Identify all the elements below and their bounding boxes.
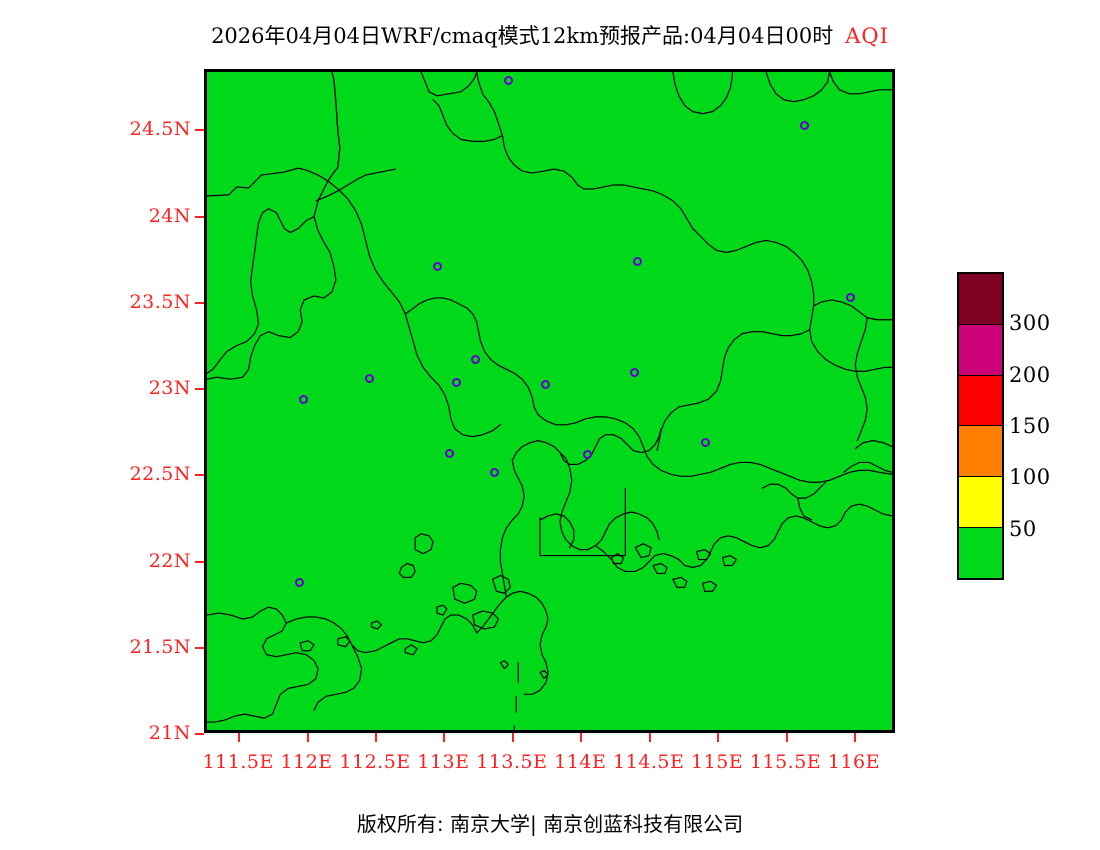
x-axis-label: 111.5E xyxy=(202,751,274,773)
x-axis-label: 114E xyxy=(554,751,607,773)
page-title: 2026年04月04日WRF/cmaq模式12km预报产品:04月04日00时 A… xyxy=(0,20,1100,50)
colorbar-band xyxy=(959,426,1002,478)
y-axis-tick xyxy=(195,733,204,735)
map-frame[interactable] xyxy=(204,69,895,733)
colorbar-tick-label: 100 xyxy=(1009,465,1051,490)
colorbar-tick-label: 150 xyxy=(1009,414,1051,438)
y-axis-label: 21.5N xyxy=(129,635,191,658)
x-axis-label: 115.5E xyxy=(749,751,822,773)
x-axis-label: 116E xyxy=(827,751,881,773)
x-axis-tick xyxy=(443,733,446,742)
map-plot-area: 21N 21.5N 22N 22.5N 23N 23.5N 24N 24.5N 111.5E 11… xyxy=(130,69,895,773)
colorbar-tick-label: 50 xyxy=(1009,516,1037,541)
x-axis-label: 115E xyxy=(691,751,744,773)
y-axis-tick xyxy=(195,474,204,477)
y-axis-tick xyxy=(195,215,204,218)
x-axis-label: 112.5E xyxy=(339,751,411,773)
x-axis-tick xyxy=(238,733,241,742)
x-axis-tick xyxy=(306,733,309,742)
colorbar-band xyxy=(959,477,1002,529)
x-axis-label: 113E xyxy=(417,751,470,773)
y-axis-label: 22N xyxy=(148,549,191,572)
x-axis-tick xyxy=(648,733,651,742)
colorbar-band xyxy=(959,375,1002,427)
x-axis-label: 113.5E xyxy=(476,751,548,773)
colorbar-tick-label: 200 xyxy=(1009,362,1051,387)
title-variable-text: AQI xyxy=(845,24,889,48)
y-axis-label: 22.5N xyxy=(129,463,191,486)
y-axis-tick xyxy=(195,388,204,391)
y-axis-tick xyxy=(195,129,204,132)
y-axis-label: 23.5N xyxy=(129,290,191,313)
x-axis-tick xyxy=(375,733,378,742)
aqi-colorbar[interactable]: 300 200 150 100 50 xyxy=(957,272,1050,580)
y-axis-tick xyxy=(195,560,204,563)
colorbar-band xyxy=(959,528,1002,578)
colorbar-tick-label: 300 xyxy=(1009,311,1051,336)
colorbar-band xyxy=(959,274,1002,325)
x-axis-tick xyxy=(853,733,856,742)
x-axis-tick xyxy=(785,733,788,742)
y-axis-label: 24.5N xyxy=(129,118,191,141)
x-axis-tick xyxy=(717,733,720,742)
y-axis-label: 23N xyxy=(148,377,191,400)
x-axis-label: 112E xyxy=(280,751,333,773)
map-boundaries-svg xyxy=(207,72,892,730)
title-main-text: 2026年04月04日WRF/cmaq模式12km预报产品:04月04日00时 xyxy=(211,24,834,48)
x-axis-tick xyxy=(580,733,583,742)
colorbar-bands xyxy=(957,272,1004,580)
y-axis-label: 21N xyxy=(148,722,191,744)
colorbar-band xyxy=(959,324,1002,376)
y-axis-tick xyxy=(195,301,204,304)
x-axis-tick xyxy=(511,733,514,742)
y-axis-label: 24N xyxy=(148,204,191,227)
x-axis-label: 114.5E xyxy=(613,751,685,773)
y-axis-tick xyxy=(195,646,204,649)
administrative-boundaries xyxy=(207,72,892,730)
copyright-footer: 版权所有: 南京大学| 南京创蓝科技有限公司 xyxy=(356,812,744,836)
